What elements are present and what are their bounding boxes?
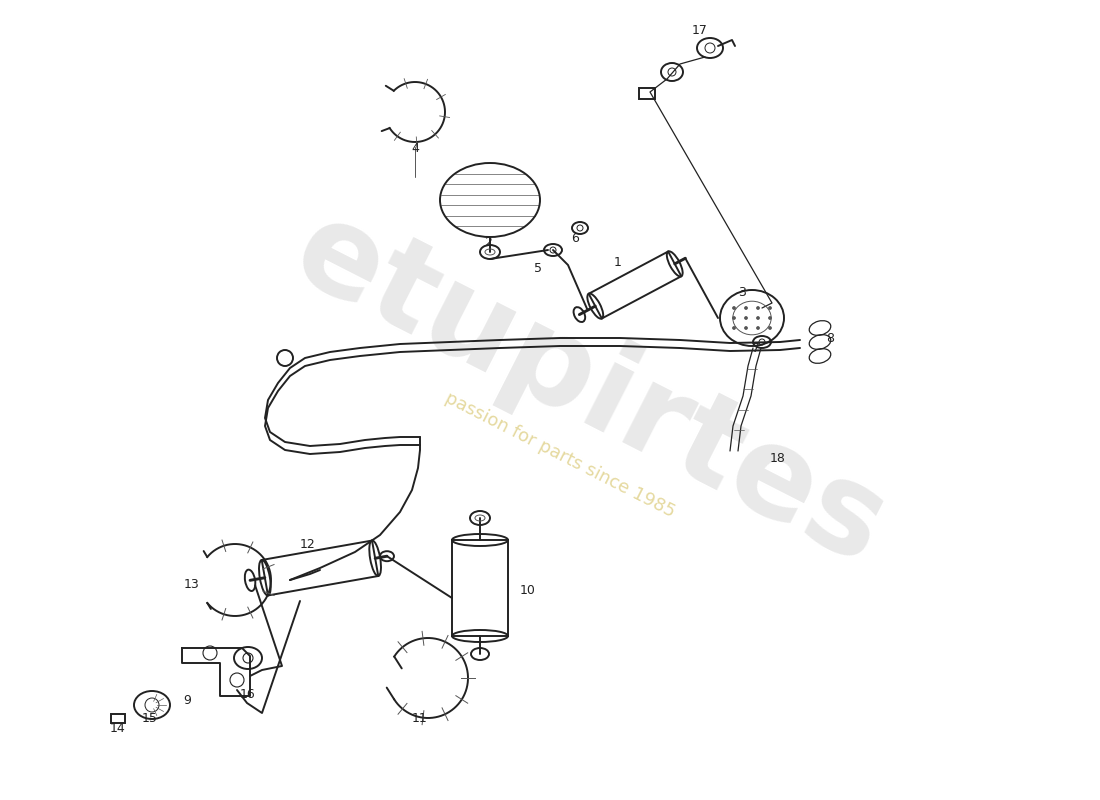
Circle shape <box>769 306 771 310</box>
Bar <box>452 540 508 636</box>
Text: 17: 17 <box>692 23 708 37</box>
Bar <box>111 714 125 723</box>
Circle shape <box>745 317 748 319</box>
Text: 14: 14 <box>110 722 125 734</box>
Text: 11: 11 <box>412 711 428 725</box>
Circle shape <box>757 306 759 310</box>
Text: 15: 15 <box>142 711 158 725</box>
Circle shape <box>745 326 748 330</box>
Circle shape <box>757 317 759 319</box>
Circle shape <box>733 317 736 319</box>
Text: 16: 16 <box>240 689 256 702</box>
Text: 2: 2 <box>484 237 492 250</box>
Text: etupirtes: etupirtes <box>275 190 905 590</box>
Circle shape <box>769 326 771 330</box>
Text: 12: 12 <box>300 538 316 551</box>
Circle shape <box>745 306 748 310</box>
Text: 6: 6 <box>571 231 579 245</box>
Text: 1: 1 <box>614 257 622 270</box>
Text: 7: 7 <box>752 342 760 354</box>
Circle shape <box>757 326 759 330</box>
Text: 18: 18 <box>770 451 785 465</box>
Circle shape <box>733 326 736 330</box>
Text: passion for parts since 1985: passion for parts since 1985 <box>442 389 678 521</box>
Text: 13: 13 <box>184 578 200 591</box>
Text: 8: 8 <box>826 331 834 345</box>
Text: 10: 10 <box>520 583 536 597</box>
Circle shape <box>733 306 736 310</box>
Text: 4: 4 <box>411 142 419 154</box>
Circle shape <box>769 317 771 319</box>
Text: 9: 9 <box>183 694 191 706</box>
Bar <box>639 88 654 99</box>
Text: 3: 3 <box>738 286 746 299</box>
Text: 5: 5 <box>534 262 542 274</box>
